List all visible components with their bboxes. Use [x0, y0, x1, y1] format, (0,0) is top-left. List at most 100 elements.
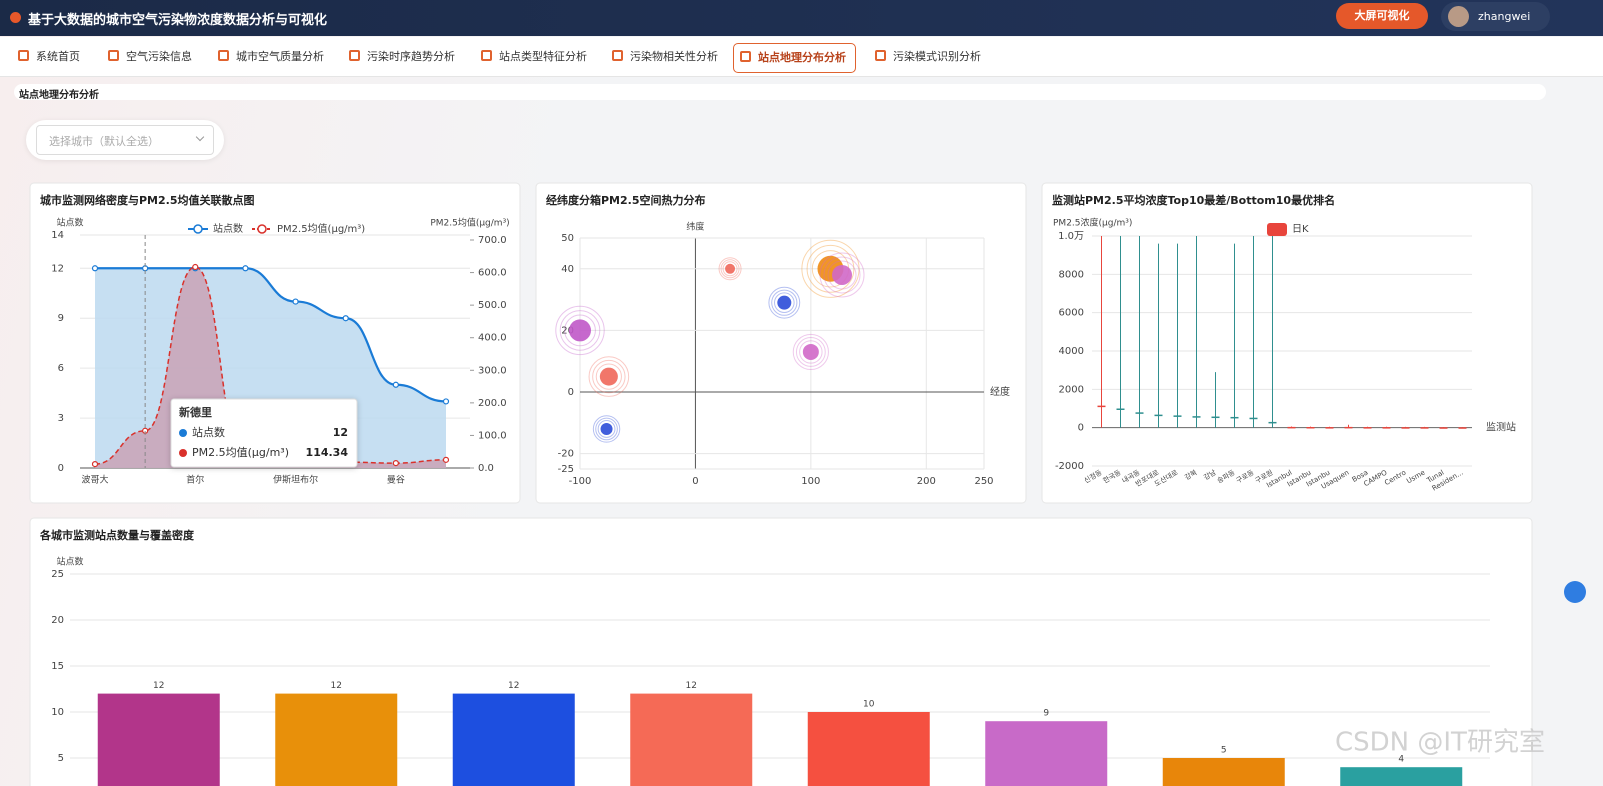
- user-menu[interactable]: zhangwei: [1441, 2, 1550, 31]
- y-tick-label: 50: [561, 233, 574, 244]
- candle-body: [1173, 415, 1182, 417]
- candle-body: [1116, 408, 1125, 410]
- tooltip-label: 站点数: [192, 425, 225, 439]
- candle-body: [1458, 427, 1467, 429]
- nav-tab[interactable]: 城市空气质量分析: [212, 43, 333, 71]
- point: [802, 343, 819, 360]
- nav-tab-label: 城市空气质量分析: [236, 50, 324, 63]
- point-halo: [806, 244, 855, 293]
- bar-value-label: 12: [686, 681, 697, 691]
- tooltip-value: 114.34: [306, 446, 349, 459]
- y-tick-label: 4000: [1059, 346, 1084, 357]
- nav-tab-label: 污染时序趋势分析: [367, 50, 455, 63]
- point: [292, 298, 299, 305]
- x-tick-label: 250: [974, 476, 993, 487]
- chart-title: 监测站PM2.5平均浓度Top10最差/Bottom10最优排名: [1052, 193, 1335, 207]
- nav-tab[interactable]: 站点类型特征分析: [475, 43, 596, 71]
- logo: [10, 12, 21, 23]
- point-halo: [801, 239, 860, 298]
- nav-tab[interactable]: 站点地理分布分析: [733, 43, 856, 73]
- bar: [452, 693, 575, 786]
- nav-tab-label: 系统首页: [36, 50, 80, 63]
- y-tick-label: 8000: [1059, 269, 1084, 280]
- y-tick-label: 9: [58, 313, 64, 324]
- bar-value-label: 5: [1221, 746, 1227, 756]
- candle-body: [1097, 405, 1106, 408]
- chart-title: 城市监测网络密度与PM2.5均值关联散点图: [40, 193, 255, 207]
- nav-tab[interactable]: 污染时序趋势分析: [343, 43, 464, 71]
- tooltip-label: PM2.5均值(μg/m³): [192, 446, 289, 459]
- chart-title: 经纬度分箱PM2.5空间热力分布: [546, 193, 706, 207]
- nav-tab-label: 污染模式识别分析: [893, 50, 981, 63]
- float-button[interactable]: [1564, 581, 1586, 603]
- x-tick-label: 100: [801, 476, 820, 487]
- x-tick-label: 伊斯坦布尔: [273, 474, 318, 486]
- candle-body: [1249, 417, 1258, 420]
- point-halo: [827, 260, 857, 290]
- point-halo: [799, 340, 823, 364]
- y-axis-name: 站点数: [56, 217, 83, 229]
- watermark: CSDN @IT研究室: [1335, 728, 1545, 758]
- x-tick-label: 波哥大: [81, 474, 108, 486]
- line: [94, 267, 447, 403]
- header: 基于大数据的城市空气污染物浓度数据分析与可视化 大屏可视化 zhangwei: [0, 0, 1603, 36]
- y2-tick-label: 200.0: [478, 398, 507, 409]
- y-tick-label: 14: [51, 230, 64, 241]
- nav-tab[interactable]: 空气污染信息: [102, 43, 201, 71]
- y-tick-label: 0: [1078, 423, 1084, 434]
- bar-value-label: 9: [1043, 709, 1049, 719]
- y-tick-label: -2000: [1055, 461, 1084, 472]
- point: [442, 398, 450, 405]
- tooltip: [170, 398, 358, 468]
- point-halo: [592, 415, 621, 443]
- point-halo: [722, 261, 738, 277]
- legend-icon: [1267, 223, 1287, 236]
- nav-tab[interactable]: 系统首页: [12, 43, 89, 71]
- y-tick-label: 2000: [1059, 384, 1084, 395]
- point: [442, 456, 450, 463]
- y-tick-label: 25: [51, 569, 64, 580]
- point: [599, 367, 618, 386]
- chart-title: 各城市监测站点数量与覆盖密度: [39, 528, 195, 542]
- candle-body: [1230, 416, 1239, 419]
- point-halo: [592, 359, 626, 394]
- point-halo: [595, 363, 622, 390]
- point: [832, 264, 853, 285]
- bar-value-label: 4: [1398, 755, 1404, 765]
- y-tick-label: 12: [51, 263, 64, 274]
- nav-tab[interactable]: 污染物相关性分析: [606, 43, 727, 71]
- bar: [275, 693, 398, 786]
- point-halo: [774, 292, 795, 313]
- filter: 选择城市（默认全选）: [26, 120, 224, 160]
- city-select[interactable]: 选择城市（默认全选）: [36, 125, 214, 155]
- point: [392, 381, 399, 388]
- point-halo: [795, 337, 826, 367]
- y-axis-name: PM2.5浓度(μg/m³): [1053, 217, 1132, 229]
- nav-tab-label: 站点类型特征分析: [499, 50, 587, 63]
- x-tick-label: 曼谷: [387, 475, 405, 486]
- y2-axis-name: PM2.5均值(μg/m³): [430, 217, 509, 229]
- app-title: 基于大数据的城市空气污染物浓度数据分析与可视化: [28, 13, 328, 28]
- nav-tab[interactable]: 污染模式识别分析: [869, 43, 990, 71]
- candle-body: [1268, 421, 1277, 424]
- y-tick-label: 20: [561, 325, 574, 336]
- candle-body: [1344, 426, 1353, 429]
- point-halo: [595, 417, 618, 441]
- y-tick-label: 6: [58, 363, 64, 374]
- nav-tab-label: 空气污染信息: [126, 50, 192, 63]
- point-halo: [718, 257, 742, 281]
- x-tick-label: 首尔: [186, 474, 204, 486]
- legend-label: PM2.5均值(μg/m³): [277, 222, 365, 235]
- y-tick-label: 3: [58, 413, 64, 424]
- point-halo: [823, 256, 861, 294]
- legend-icon: [257, 224, 267, 234]
- candle-body: [1401, 427, 1410, 429]
- point: [192, 263, 199, 271]
- point-halo: [720, 259, 740, 279]
- point: [242, 265, 249, 272]
- bar: [807, 712, 930, 786]
- point: [569, 319, 591, 342]
- y-axis-name: 纬度: [686, 221, 704, 233]
- screen-button[interactable]: 大屏可视化: [1336, 3, 1428, 29]
